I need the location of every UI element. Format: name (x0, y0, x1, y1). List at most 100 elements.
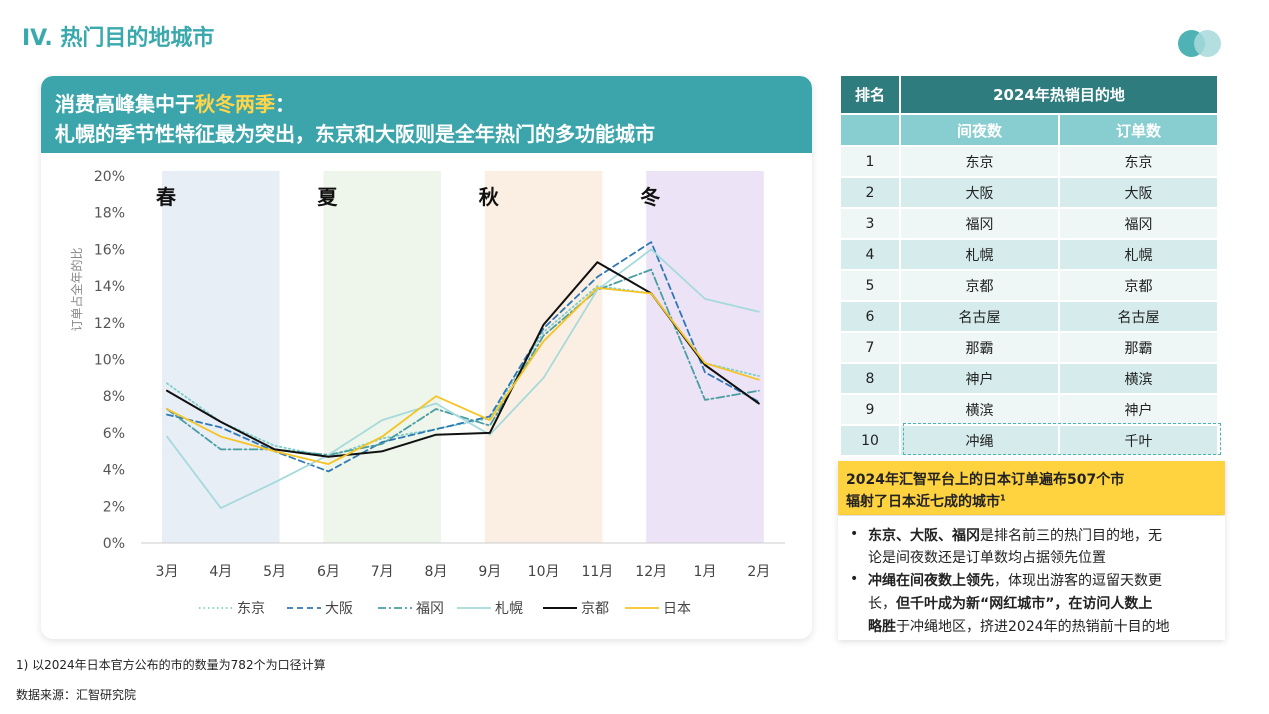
season-band (323, 171, 441, 543)
orders-cell: 东京 (1059, 145, 1217, 177)
table-row: 3 福冈 福冈 (841, 207, 1217, 239)
table-row: 7 那霸 那霸 (841, 331, 1217, 363)
season-label: 夏 (317, 185, 338, 209)
orders-cell: 札幌 (1059, 238, 1217, 270)
rank-cell: 8 (841, 362, 900, 394)
bullet-dot: • (850, 571, 859, 587)
chart-card: 消费高峰集中于秋冬两季： 札幌的季节性特征最为突出，东京和大阪则是全年热门的多功… (41, 76, 812, 639)
orders-cell: 神户 (1059, 393, 1217, 425)
rank-cell: 4 (841, 238, 900, 270)
rank-cell: 2 (841, 176, 900, 208)
bullet2-line3-text: 于冲绳地区，挤进2024年的热销前十目的地 (896, 619, 1170, 635)
nights-cell: 那霸 (899, 331, 1060, 363)
bullet2-line2-bold: 但千叶成为新“网红城市”，在访问人数上 (896, 596, 1153, 612)
header-orders: 订单数 (1059, 113, 1217, 146)
headline-colon: ： (275, 92, 295, 116)
nights-cell: 名古屋 (899, 300, 1060, 332)
headline-highlight: 秋冬两季 (195, 92, 275, 116)
insight-bullets: • 东京、大阪、福冈是排名前三的热门目的地，无 论是间夜数还是订单数均占据领先位… (838, 516, 1225, 640)
rank-cell: 10 (841, 424, 900, 455)
bullet-dot: • (850, 526, 859, 542)
brand-logo (1178, 30, 1226, 58)
season-band (646, 171, 764, 543)
table-row: 1 东京 东京 (841, 145, 1217, 177)
table-row: 5 京都 京都 (841, 269, 1217, 301)
bullet2-line1: 冲绳在间夜数上领先，体现出游客的逗留天数更 (868, 570, 1162, 590)
table-row: 6 名古屋 名古屋 (841, 300, 1217, 332)
bullet2-line3: 略胜于冲绳地区，挤进2024年的热销前十目的地 (868, 616, 1170, 636)
y-tick-label: 6% (103, 426, 125, 442)
bullet2-line2-text: 长， (868, 596, 896, 612)
callout-box: 2024年汇智平台上的日本订单遍布507个市 辐射了日本近七成的城市1 (838, 461, 1225, 515)
y-tick-label: 12% (94, 316, 125, 332)
chart-card-header: 消费高峰集中于秋冬两季： 札幌的季节性特征最为突出，东京和大阪则是全年热门的多功… (41, 76, 812, 153)
y-axis-label: 订单占全年的比 (69, 247, 84, 331)
series-line-4 (166, 248, 760, 510)
orders-cell: 福冈 (1059, 207, 1217, 239)
bullet2-text: ，体现出游客的逗留天数更 (994, 573, 1162, 589)
nights-cell: 福冈 (899, 207, 1060, 239)
bullet2-line3-bold: 略胜 (868, 619, 896, 635)
season-band (162, 171, 280, 543)
callout-footnote-mark: 1 (1000, 493, 1006, 503)
ranking-table: 排名 2024年热销目的地 间夜数 订单数 1 东京 东京 2 大阪 大阪 3 福冈 福冈 4 札幌… (841, 76, 1217, 455)
nights-cell: 东京 (899, 145, 1060, 177)
footnote: 1) 以2024年日本官方公布的市的数量为782个为口径计算 (16, 658, 326, 672)
bullet1-bold: 东京、大阪、福冈 (868, 528, 980, 544)
rank-cell: 5 (841, 269, 900, 301)
legend-label: 大阪 (325, 601, 353, 617)
rank-cell: 3 (841, 207, 900, 239)
legend-label: 福冈 (416, 601, 444, 617)
x-tick-label: 8月 (425, 564, 448, 580)
y-tick-label: 0% (103, 536, 125, 552)
bullet2-line2: 长，但千叶成为新“网红城市”，在访问人数上 (868, 593, 1152, 613)
nights-cell: 京都 (899, 269, 1060, 301)
y-tick-label: 20% (94, 169, 125, 185)
table-row: 2 大阪 大阪 (841, 176, 1217, 208)
x-tick-label: 2月 (747, 564, 770, 580)
legend-label: 京都 (581, 601, 609, 617)
y-tick-label: 2% (103, 499, 125, 515)
x-tick-label: 4月 (209, 564, 232, 580)
x-tick-label: 10月 (528, 564, 560, 580)
x-tick-label: 3月 (156, 564, 179, 580)
orders-cell: 大阪 (1059, 176, 1217, 208)
legend-label: 东京 (237, 601, 265, 617)
nights-cell: 横滨 (899, 393, 1060, 425)
rank-cell: 6 (841, 300, 900, 332)
x-tick-label: 7月 (371, 564, 394, 580)
headline-line1: 消费高峰集中于秋冬两季： (55, 88, 295, 117)
season-label: 春 (155, 185, 177, 209)
data-source: 数据来源：汇智研究院 (16, 688, 137, 702)
logo-circle-right (1194, 30, 1221, 57)
nights-cell: 神户 (899, 362, 1060, 394)
legend-label: 札幌 (495, 601, 523, 617)
orders-cell: 名古屋 (1059, 300, 1217, 332)
table-row: 8 神户 横滨 (841, 362, 1217, 394)
y-tick-label: 4% (103, 463, 125, 479)
season-label: 冬 (640, 185, 660, 209)
y-tick-label: 16% (94, 242, 125, 258)
nights-cell: 札幌 (899, 238, 1060, 270)
headline-text: 消费高峰集中于 (55, 92, 195, 116)
y-tick-label: 18% (94, 206, 125, 222)
x-tick-label: 5月 (263, 564, 286, 580)
header-nights: 间夜数 (899, 113, 1060, 146)
nights-cell: 冲绳 (899, 424, 1060, 455)
orders-cell: 京都 (1059, 269, 1217, 301)
season-line-chart: 春 夏 秋 冬 0% 2% 4% 6% 8% 10% 12% 14% 16% 18% 20% 订单占全年的比 3… (69, 169, 785, 617)
table-row: 9 横滨 神户 (841, 393, 1217, 425)
series-line-2 (166, 241, 760, 473)
callout-line1: 2024年汇智平台上的日本订单遍布507个市 (846, 472, 1125, 488)
y-tick-label: 14% (94, 279, 125, 295)
bullet2-bold: 冲绳在间夜数上领先 (868, 573, 994, 589)
orders-cell: 千叶 (1059, 424, 1217, 455)
callout-line2: 辐射了日本近七成的城市1 (846, 491, 1006, 511)
rank-cell: 9 (841, 393, 900, 425)
table-row: 10 冲绳 千叶 (841, 424, 1217, 455)
callout-line2-text: 辐射了日本近七成的城市 (846, 494, 1000, 510)
bullet1-line1: 东京、大阪、福冈是排名前三的热门目的地，无 (868, 525, 1162, 545)
x-tick-label: 11月 (581, 564, 613, 580)
series-line-6 (166, 286, 760, 466)
x-tick-label: 6月 (317, 564, 340, 580)
